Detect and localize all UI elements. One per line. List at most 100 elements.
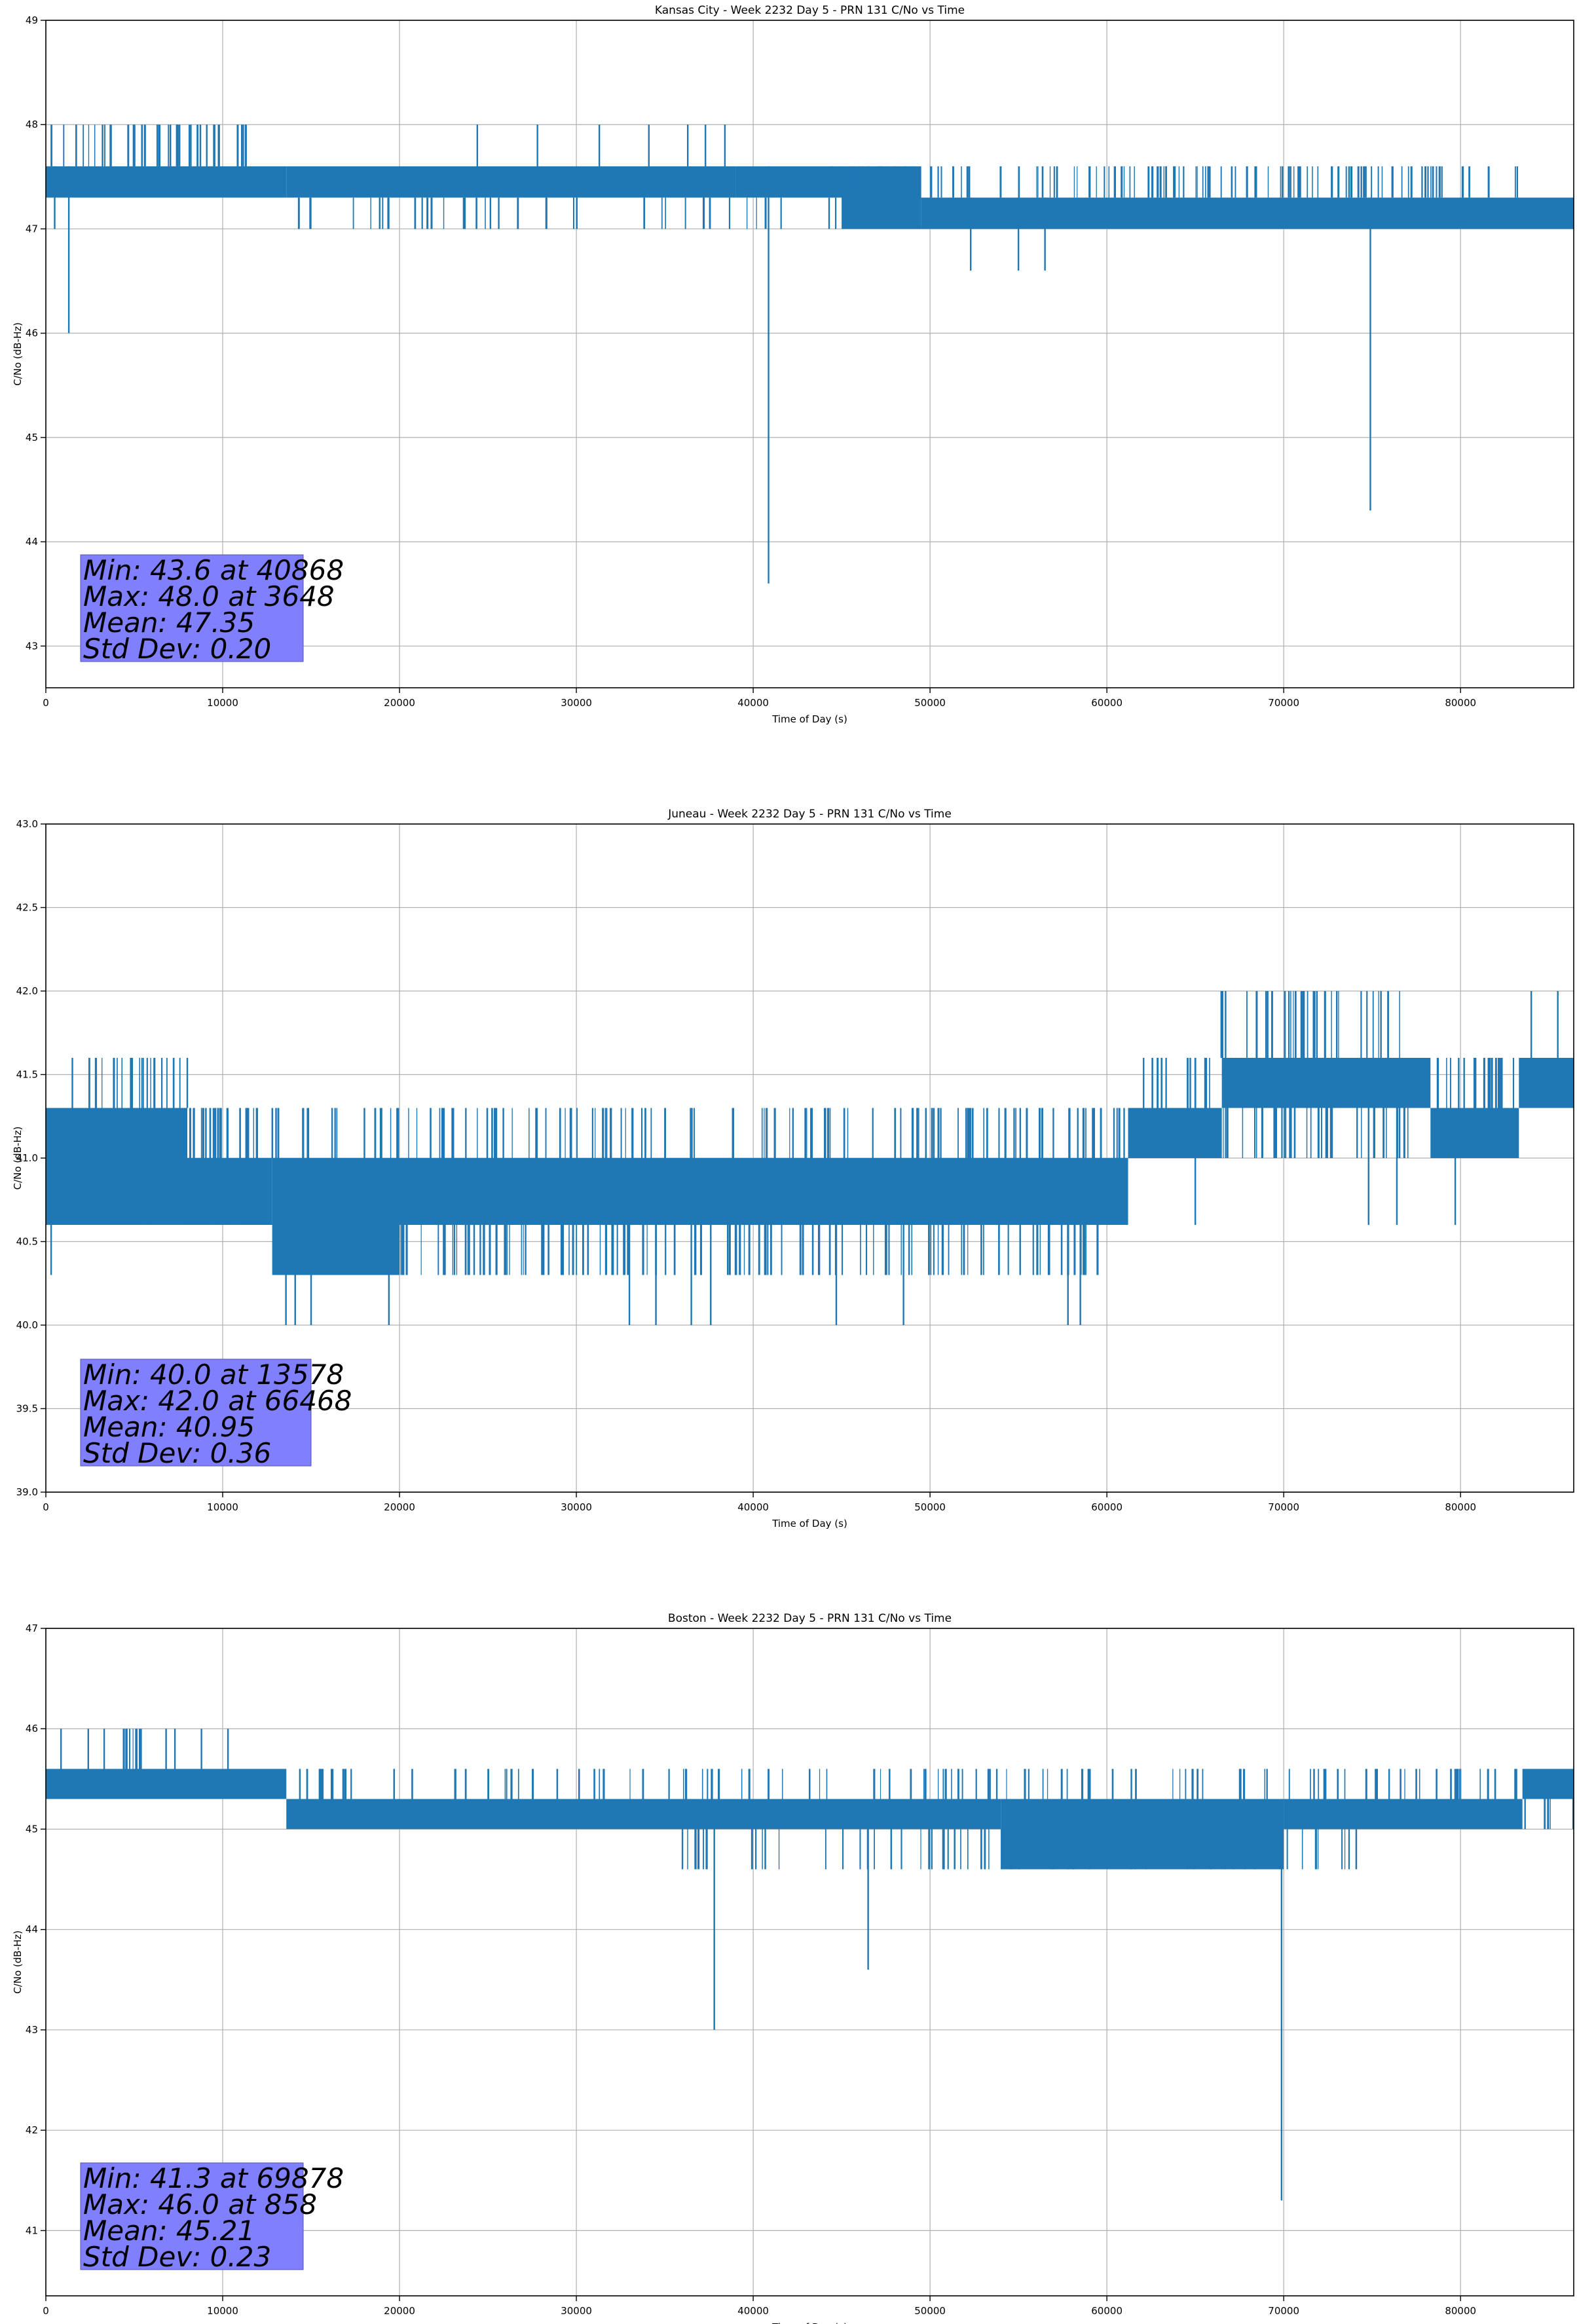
series-flicker bbox=[989, 1769, 991, 1799]
series-flicker bbox=[1202, 166, 1204, 198]
y-tick-label: 41 bbox=[26, 2224, 38, 2236]
series-flicker bbox=[437, 1225, 439, 1275]
series-flicker bbox=[187, 1158, 189, 1225]
series-flicker bbox=[809, 1769, 811, 1799]
series-flicker bbox=[306, 1108, 308, 1158]
series-flicker bbox=[604, 1108, 606, 1158]
series-flicker bbox=[913, 166, 916, 198]
x-tick-label: 0 bbox=[43, 697, 49, 709]
series-flicker bbox=[83, 124, 84, 166]
series-flicker bbox=[933, 1225, 935, 1275]
series-flicker bbox=[1427, 166, 1429, 198]
series-flicker bbox=[104, 124, 105, 166]
series-flicker bbox=[908, 1225, 910, 1275]
series-flicker bbox=[961, 1769, 963, 1799]
series-flicker bbox=[1036, 166, 1037, 198]
series-flicker bbox=[894, 1108, 897, 1158]
series-flicker bbox=[130, 1058, 132, 1108]
series-flicker bbox=[464, 1225, 467, 1275]
series-flicker bbox=[393, 1769, 396, 1799]
series-flicker bbox=[764, 197, 767, 229]
series-flicker bbox=[1048, 1225, 1050, 1275]
series-flicker bbox=[967, 1225, 969, 1275]
series-flicker bbox=[1301, 1829, 1303, 1869]
series-flicker bbox=[1284, 1108, 1286, 1158]
series-flicker bbox=[860, 1225, 861, 1275]
series-flicker bbox=[1267, 166, 1269, 198]
series-flicker bbox=[133, 124, 136, 166]
series-flicker bbox=[494, 1108, 496, 1158]
series-flicker bbox=[491, 1108, 493, 1158]
series-flicker bbox=[1299, 166, 1301, 198]
series-flicker bbox=[1060, 1769, 1063, 1799]
series-line bbox=[46, 124, 1574, 584]
series-flicker bbox=[307, 1108, 310, 1158]
series-flicker bbox=[405, 1225, 408, 1275]
series-flicker bbox=[650, 1108, 652, 1158]
y-tick-label: 48 bbox=[26, 119, 38, 130]
series-flicker bbox=[1310, 1769, 1311, 1799]
series-flicker bbox=[403, 1225, 405, 1275]
x-tick-label: 30000 bbox=[561, 1501, 592, 1513]
series-band bbox=[735, 166, 842, 198]
series-flicker bbox=[942, 1769, 944, 1799]
chart-panel-2: 0 10000 20000 30000 40000 50000 60000 70000 8000… bbox=[12, 808, 1574, 1529]
series-flicker bbox=[691, 1108, 693, 1158]
series-flicker bbox=[1365, 1769, 1367, 1799]
series-flicker bbox=[1450, 1769, 1452, 1799]
series-flicker bbox=[1463, 1058, 1465, 1108]
series-flicker bbox=[94, 1058, 96, 1108]
series-flicker bbox=[1129, 166, 1131, 198]
series-flicker bbox=[1360, 166, 1362, 198]
series-flicker bbox=[928, 1829, 931, 1869]
series-flicker bbox=[439, 1108, 441, 1158]
series-flicker bbox=[147, 1158, 149, 1225]
series-flicker bbox=[789, 1108, 790, 1158]
stats-line: Std Dev: 0.36 bbox=[83, 1437, 271, 1469]
series-flicker bbox=[498, 197, 500, 229]
series-flicker bbox=[246, 1108, 249, 1158]
series-flicker bbox=[768, 1769, 770, 1799]
series-flicker bbox=[245, 1108, 248, 1158]
series-flicker bbox=[363, 1108, 365, 1158]
series-flicker bbox=[625, 1108, 626, 1158]
series-flicker bbox=[705, 1829, 708, 1869]
series-flicker bbox=[1254, 1108, 1256, 1158]
series-flicker bbox=[957, 1108, 959, 1158]
series-flicker bbox=[177, 124, 179, 166]
series-flicker bbox=[1121, 166, 1123, 198]
series-flicker bbox=[465, 1108, 467, 1158]
chart-title: Juneau - Week 2232 Day 5 - PRN 131 C/No … bbox=[667, 808, 952, 821]
series-flicker bbox=[1281, 1108, 1283, 1158]
series-flicker bbox=[1344, 1769, 1346, 1799]
series-flicker bbox=[568, 1225, 570, 1275]
series-flicker bbox=[129, 1729, 130, 1769]
series-flicker bbox=[892, 166, 895, 198]
series-flicker bbox=[1365, 166, 1367, 198]
series-flicker bbox=[542, 1225, 545, 1275]
x-tick-label: 60000 bbox=[1091, 1501, 1122, 1513]
x-axis-label: Time of Day (s) bbox=[771, 2321, 847, 2324]
series-flicker bbox=[487, 1769, 489, 1799]
series-flicker bbox=[1280, 166, 1282, 198]
series-flicker bbox=[782, 1769, 783, 1799]
series-flicker bbox=[1050, 1829, 1053, 1869]
series-flicker bbox=[401, 1225, 403, 1275]
stats-box bbox=[80, 1359, 312, 1467]
series-flicker bbox=[1373, 1108, 1375, 1158]
series-flicker bbox=[275, 1108, 277, 1158]
series-flicker bbox=[572, 1225, 574, 1275]
series-flicker bbox=[153, 1058, 156, 1108]
series-flicker bbox=[886, 166, 888, 198]
series-flicker bbox=[819, 1769, 821, 1799]
series-flicker bbox=[743, 1225, 745, 1275]
series-flicker bbox=[1225, 991, 1227, 1058]
series-flicker bbox=[184, 1158, 186, 1225]
series-flicker bbox=[741, 1769, 743, 1799]
series-flicker bbox=[1350, 166, 1353, 198]
series-flicker bbox=[998, 1225, 1000, 1275]
series-flicker bbox=[576, 1108, 578, 1158]
series-flicker bbox=[1073, 1225, 1076, 1275]
series-flicker bbox=[894, 166, 896, 198]
series-flicker bbox=[1432, 166, 1434, 198]
